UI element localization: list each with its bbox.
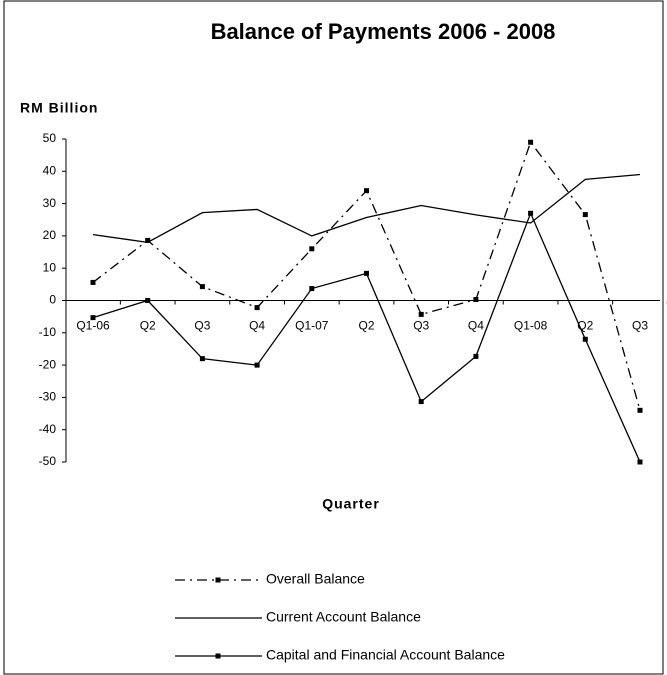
point-marker	[309, 246, 315, 252]
point-marker	[309, 286, 315, 292]
point-marker	[364, 270, 369, 276]
point-marker	[528, 139, 534, 145]
point-marker	[90, 315, 96, 321]
x-tick-label: Q3	[632, 319, 648, 333]
legend-label: Capital and Financial Account Balance	[266, 647, 505, 663]
point-marker	[199, 284, 205, 290]
series-line	[92, 211, 641, 463]
point-marker	[364, 188, 369, 194]
x-tick-label: Q3	[194, 319, 210, 333]
series-line	[92, 173, 641, 244]
point-marker	[145, 298, 151, 303]
x-tick-label: Q1-07	[295, 319, 329, 333]
legend-marker	[215, 577, 221, 583]
y-axis-label: RM Billion	[20, 100, 98, 116]
point-marker	[528, 210, 534, 216]
point-marker	[637, 407, 643, 413]
x-tick-label: Q1-06	[76, 319, 110, 333]
y-tick-label: 40	[43, 163, 57, 177]
frame	[3, 0, 664, 675]
y-tick-label: 10	[43, 260, 57, 274]
point-marker	[473, 297, 479, 303]
y-tick-label: 30	[43, 196, 57, 210]
point-marker	[637, 459, 643, 465]
x-tick-label: Q1-08	[514, 319, 548, 333]
x-tick-label: Q2	[140, 319, 156, 333]
point-marker	[90, 279, 96, 285]
y-tick-label: 0	[49, 293, 56, 307]
legend-marker	[215, 653, 221, 659]
y-tick-label: -10	[39, 325, 57, 339]
legend-label: Overall Balance	[266, 571, 365, 587]
point-marker	[145, 237, 151, 243]
y-tick-label: -50	[39, 454, 57, 468]
chart-title: Balance of Payments 2006 - 2008	[211, 19, 556, 44]
point-marker	[199, 356, 205, 362]
point-marker	[582, 212, 588, 218]
x-tick-label: Q2	[358, 319, 374, 333]
x-tick-label: Q3	[413, 319, 429, 333]
x-tick-label: Q4	[468, 319, 484, 333]
y-tick-label: -40	[39, 422, 57, 436]
point-marker	[418, 311, 424, 317]
y-tick-label: -30	[39, 390, 57, 404]
point-marker	[582, 336, 588, 342]
point-marker	[254, 362, 260, 368]
y-tick-label: 50	[43, 131, 57, 145]
point-marker	[418, 399, 424, 405]
x-axis-label: Quarter	[322, 496, 380, 512]
point-marker	[473, 353, 479, 359]
y-tick-label: 20	[43, 228, 57, 242]
x-tick-label: Q4	[249, 319, 265, 333]
legend-label: Current Account Balance	[266, 609, 421, 625]
point-marker	[254, 305, 260, 311]
y-tick-label: -20	[39, 357, 57, 371]
